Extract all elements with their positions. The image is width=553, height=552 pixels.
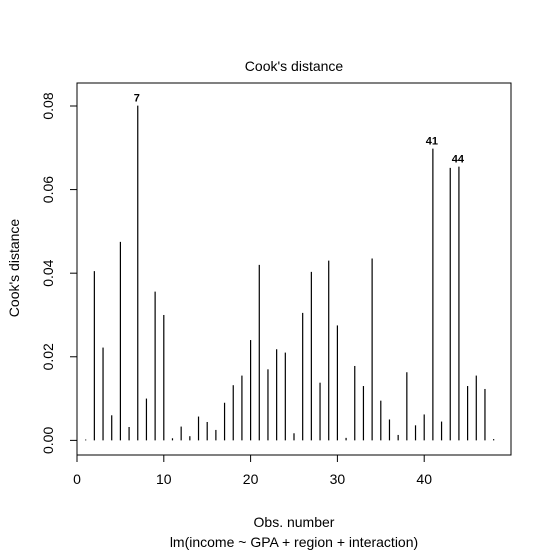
x-tick-label: 20	[243, 471, 259, 487]
x-axis-label: Obs. number	[254, 514, 335, 530]
x-axis: 0 10 20 30 40	[73, 454, 432, 487]
y-tick-label: 0.04	[40, 259, 56, 286]
point-label: 7	[134, 93, 140, 105]
x-tick-label: 10	[156, 471, 172, 487]
x-tick-label: 40	[416, 471, 432, 487]
y-tick-label: 0.06	[40, 176, 56, 203]
y-axis: 0.00 0.02 0.04 0.06 0.08	[40, 92, 78, 454]
y-tick-label: 0.08	[40, 92, 56, 119]
x-tick-label: 30	[330, 471, 346, 487]
x-axis-sublabel: lm(income ~ GPA + region + interaction)	[170, 534, 418, 550]
point-label: 44	[452, 154, 465, 166]
y-tick-label: 0.02	[40, 343, 56, 370]
plot-frame	[76, 82, 512, 456]
distance-bars	[85, 105, 495, 441]
point-label: 41	[426, 136, 438, 148]
y-axis-label: Cook's distance	[6, 219, 22, 318]
x-tick-label: 0	[73, 471, 81, 487]
point-annotations: 7 41 44	[134, 93, 465, 166]
chart-title: Cook's distance	[245, 58, 344, 74]
y-tick-label: 0.00	[40, 427, 56, 454]
